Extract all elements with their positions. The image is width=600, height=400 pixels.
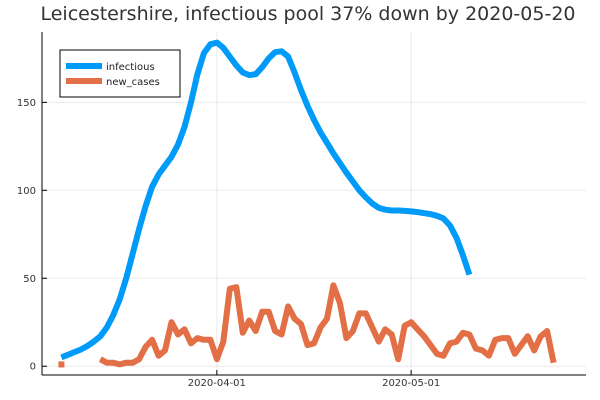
y-tick-label: 100 (17, 186, 36, 197)
series-line-new-cases (98, 282, 557, 368)
y-tick-label: 150 (17, 98, 36, 109)
y-tick-label: 0 (30, 362, 36, 373)
x-ticks: 2020-04-01 2020-05-01 (188, 370, 440, 389)
legend-box (59, 49, 181, 98)
x-tick-label: 2020-04-01 (188, 378, 246, 389)
series-line-infectious (60, 39, 473, 361)
y-ticks: 0 50 100 150 (17, 98, 47, 373)
legend-label-new-cases: new_cases (106, 77, 160, 88)
chart-title: Leicestershire, infectious pool 37% down… (40, 3, 575, 25)
x-tick-label: 2020-05-01 (382, 378, 440, 389)
legend-label-infectious: infectious (106, 62, 155, 73)
grid (42, 32, 586, 375)
y-tick-label: 50 (23, 274, 36, 285)
series-point-new-cases (58, 361, 65, 368)
legend: infectious new_cases (59, 49, 181, 98)
series-group (58, 39, 557, 368)
axes (41, 32, 586, 376)
